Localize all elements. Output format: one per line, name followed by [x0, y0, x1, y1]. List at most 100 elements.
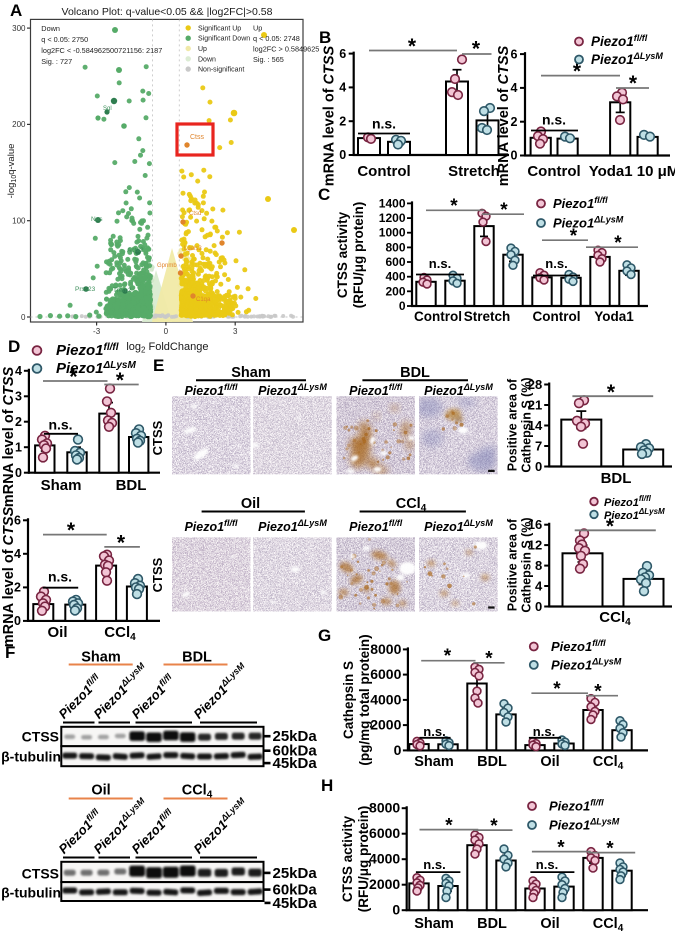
svg-text:CTSS activity: CTSS activity — [340, 815, 355, 902]
svg-text:4: 4 — [15, 364, 22, 378]
svg-text:E: E — [153, 356, 164, 375]
svg-text:2: 2 — [511, 115, 518, 129]
svg-text:*: * — [445, 816, 453, 837]
svg-text:1200: 1200 — [379, 211, 406, 225]
svg-text:-3: -3 — [93, 327, 101, 336]
svg-text:4: 4 — [339, 81, 346, 95]
svg-text:CCl4: CCl4 — [593, 754, 624, 772]
svg-text:D: D — [8, 337, 20, 356]
svg-text:mRNA level of CTSS: mRNA level of CTSS — [322, 45, 338, 186]
svg-text:25kDa: 25kDa — [273, 728, 318, 745]
svg-text:Piezo1fl/fl: Piezo1fl/fl — [591, 33, 648, 49]
svg-text:CTSS: CTSS — [150, 420, 165, 455]
svg-text:1: 1 — [15, 440, 22, 454]
svg-text:Positive area of: Positive area of — [506, 518, 520, 611]
svg-text:*: * — [117, 532, 126, 555]
svg-text:Control: Control — [414, 309, 462, 324]
svg-text:BDL: BDL — [182, 650, 212, 666]
svg-text:*: * — [472, 38, 481, 61]
svg-text:8000: 8000 — [369, 800, 400, 816]
svg-text:0: 0 — [15, 466, 22, 480]
svg-text:200: 200 — [12, 120, 26, 129]
svg-text:n.s.: n.s. — [536, 857, 558, 872]
svg-text:Sham: Sham — [231, 365, 271, 381]
svg-text:Control: Control — [527, 163, 580, 180]
svg-text:BDL: BDL — [601, 470, 632, 487]
svg-text:*: * — [69, 366, 78, 389]
svg-text:*: * — [500, 200, 508, 221]
svg-text:1000: 1000 — [379, 226, 406, 240]
svg-text:4: 4 — [511, 81, 518, 95]
svg-text:Control: Control — [357, 163, 410, 180]
svg-text:Sgl: Sgl — [103, 106, 112, 112]
svg-text:CCl4: CCl4 — [599, 609, 631, 628]
svg-text:*: * — [594, 682, 602, 703]
svg-text:CCl4: CCl4 — [593, 916, 624, 934]
svg-text:Prss23: Prss23 — [75, 286, 96, 293]
svg-text:60kDa: 60kDa — [273, 882, 318, 899]
svg-text:0: 0 — [535, 459, 542, 474]
svg-text:Oil: Oil — [91, 783, 110, 799]
svg-text:3: 3 — [15, 390, 22, 404]
svg-text:Sham: Sham — [81, 650, 121, 666]
svg-text:45kDa: 45kDa — [273, 895, 318, 912]
svg-text:Down: Down — [41, 24, 60, 33]
svg-text:Cathepsin S (%): Cathepsin S (%) — [520, 377, 534, 472]
svg-text:Oil: Oil — [540, 916, 559, 932]
svg-text:BDL: BDL — [477, 916, 507, 932]
svg-text:6: 6 — [511, 47, 518, 61]
svg-text:6: 6 — [14, 514, 21, 528]
svg-text:Oil: Oil — [47, 624, 67, 641]
svg-text:Piezo1fl/fl: Piezo1fl/fl — [56, 342, 119, 359]
svg-text:mRNA level of CTSS: mRNA level of CTSS — [1, 366, 17, 507]
svg-text:log2FC > 0.5849625: log2FC > 0.5849625 — [253, 44, 319, 53]
svg-text:0: 0 — [339, 148, 346, 162]
svg-text:H: H — [321, 776, 333, 795]
svg-text:mRNA level of CTSS: mRNA level of CTSS — [1, 506, 17, 647]
svg-text:BDL: BDL — [400, 365, 430, 381]
svg-text:2000: 2000 — [370, 717, 401, 733]
svg-text:q < 0.05: 2750: q < 0.05: 2750 — [41, 35, 88, 44]
svg-text:Yoda1 10 μM: Yoda1 10 μM — [589, 163, 675, 180]
svg-text:800: 800 — [385, 240, 405, 254]
svg-text:8000: 8000 — [370, 641, 401, 657]
svg-text:CTSS: CTSS — [22, 866, 59, 882]
svg-text:n.s.: n.s. — [48, 569, 72, 585]
svg-text:CTSS activity: CTSS activity — [335, 211, 350, 298]
svg-text:6000: 6000 — [369, 825, 400, 841]
svg-text:*: * — [606, 839, 614, 860]
svg-text:Cathepsin S (%): Cathepsin S (%) — [520, 517, 534, 612]
svg-text:-log10q-value: -log10q-value — [6, 144, 18, 199]
svg-text:60kDa: 60kDa — [273, 743, 318, 760]
svg-text:C: C — [318, 185, 330, 204]
svg-text:Ctss: Ctss — [190, 134, 205, 141]
svg-text:0: 0 — [21, 313, 26, 322]
svg-text:Control: Control — [533, 309, 581, 324]
svg-text:mRNA level of CTSS: mRNA level of CTSS — [496, 45, 512, 186]
svg-text:Sig. : 727: Sig. : 727 — [41, 57, 72, 66]
svg-text:BDL: BDL — [477, 754, 507, 770]
svg-text:C1qa: C1qa — [196, 297, 211, 303]
svg-text:Significant Up: Significant Up — [198, 25, 241, 32]
svg-text:100: 100 — [12, 217, 26, 226]
svg-text:7: 7 — [535, 439, 542, 454]
svg-text:0: 0 — [535, 599, 542, 614]
svg-text:2: 2 — [15, 415, 22, 429]
svg-text:0: 0 — [399, 299, 406, 313]
svg-text:Gpnmb: Gpnmb — [157, 263, 177, 269]
svg-text:β-tubulin: β-tubulin — [1, 749, 61, 765]
svg-text:Sham: Sham — [41, 477, 82, 494]
svg-text:2: 2 — [14, 581, 21, 595]
svg-text:600: 600 — [385, 255, 405, 269]
svg-text:CCl4: CCl4 — [104, 624, 136, 643]
svg-text:Nes: Nes — [91, 216, 103, 223]
svg-text:Trem2: Trem2 — [113, 287, 132, 294]
svg-text:*: * — [614, 233, 622, 254]
svg-text:Stretch: Stretch — [448, 163, 500, 180]
svg-text:Acta2: Acta2 — [127, 247, 144, 254]
svg-text:G: G — [318, 626, 331, 645]
svg-text:Sham: Sham — [414, 754, 454, 770]
svg-text:3: 3 — [233, 327, 238, 336]
svg-text:2000: 2000 — [369, 876, 400, 892]
svg-text:n.s.: n.s. — [429, 256, 451, 271]
